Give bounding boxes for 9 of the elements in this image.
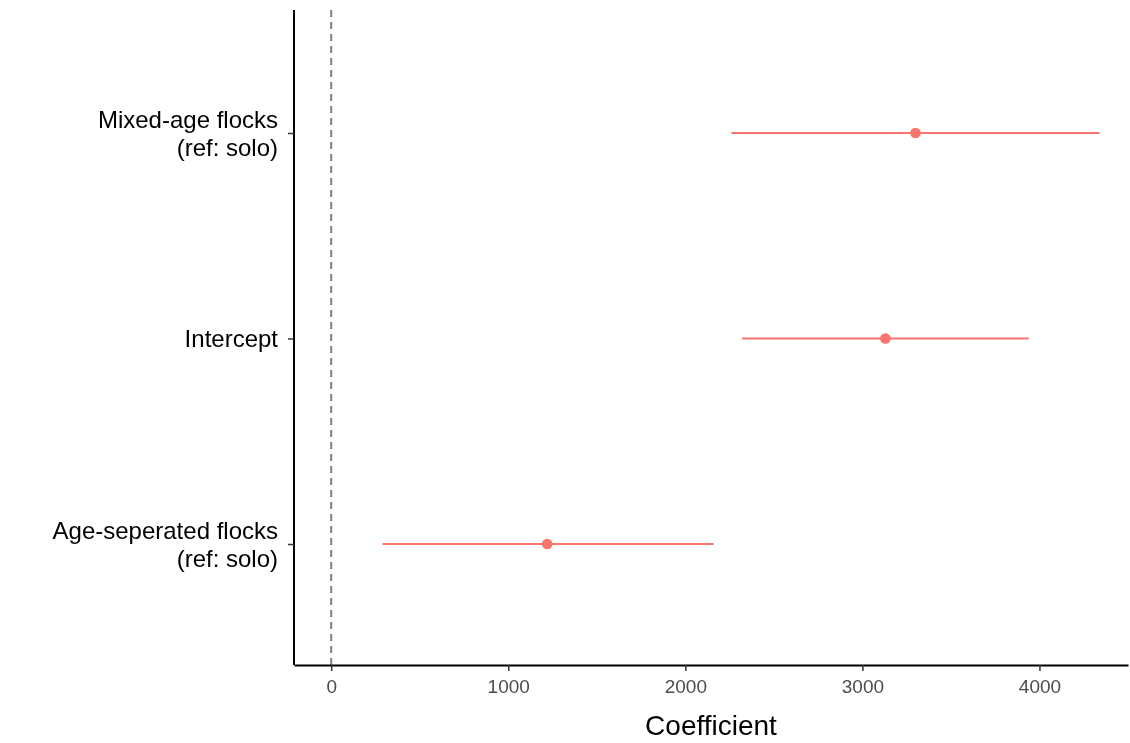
x-tick-label: 0	[326, 676, 337, 697]
x-tick-label: 3000	[841, 676, 885, 697]
x-tick-label: 4000	[1018, 676, 1062, 697]
y-tick-label: Intercept	[184, 325, 279, 352]
y-tick-label: Mixed-age flocks (ref: solo)	[97, 105, 278, 161]
x-tick-label: 1000	[487, 676, 530, 697]
y-tick-label: Age-seperated flocks (ref: solo)	[52, 516, 278, 572]
x-axis-title: Coefficient	[645, 710, 778, 741]
x-tick-label: 2000	[664, 676, 707, 697]
